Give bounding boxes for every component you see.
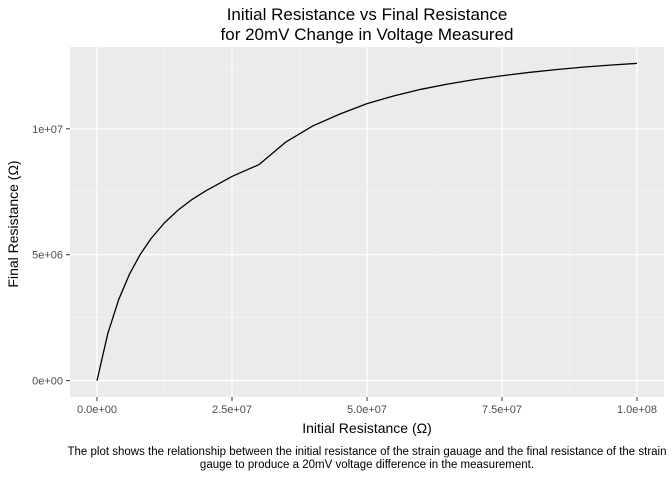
chart-title: Initial Resistance vs Final Resistance f…: [220, 5, 514, 44]
series-layer: [96, 62, 638, 381]
y-tick-label: 1e+07: [32, 124, 63, 136]
x-tick-label: 5.0e+07: [347, 404, 387, 416]
x-tick-label: 2.5e+07: [212, 404, 252, 416]
y-tick-label: 5e+06: [32, 250, 63, 262]
chart-caption: The plot shows the relationship between …: [67, 446, 667, 471]
y-tick-label: 0e+00: [32, 376, 63, 388]
x-tick-label: 0.0e+00: [77, 404, 117, 416]
x-tick-label: 1.0e+08: [617, 404, 657, 416]
x-axis-label: Initial Resistance (Ω): [302, 420, 432, 436]
series-line-0: [96, 62, 638, 381]
axis-ticks: [66, 128, 638, 401]
y-axis-label: Final Resistance (Ω): [5, 160, 21, 288]
y-tick-labels: 0e+00 5e+06 1e+07: [32, 124, 63, 388]
major-gridlines: [70, 47, 664, 397]
x-tick-label: 7.5e+07: [482, 404, 522, 416]
x-tick-labels: 0.0e+00 2.5e+07 5.0e+07 7.5e+07 1.0e+08: [77, 404, 657, 416]
